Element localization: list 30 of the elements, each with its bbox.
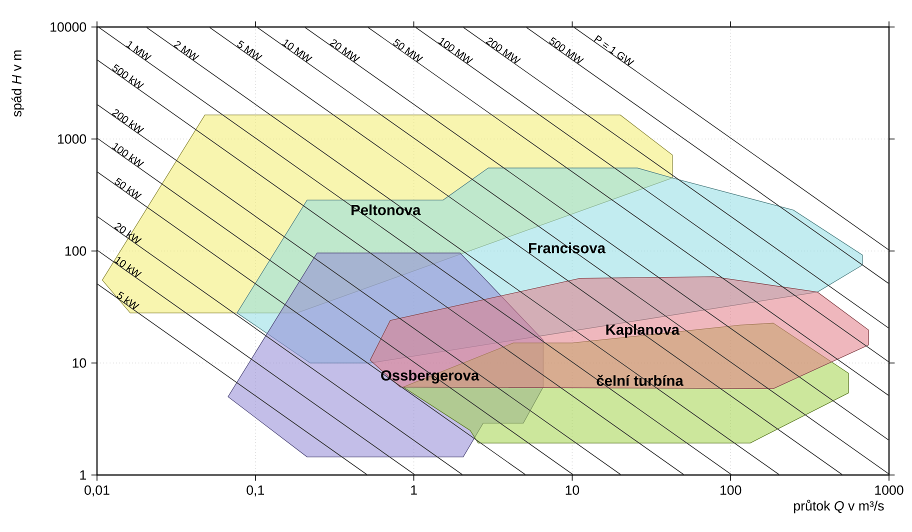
y-tick-label: 1: [80, 470, 86, 480]
y-tick-label: 100: [65, 246, 86, 256]
text: 200 kW: [112, 109, 144, 134]
text: 500 kW: [112, 64, 144, 89]
text: 500 MW: [549, 37, 584, 64]
x-tick-label: 1000: [875, 485, 904, 495]
x-tick-label: 0,01: [84, 485, 110, 496]
x-tick-label: 1: [411, 485, 417, 495]
text: 100 MW: [438, 38, 474, 64]
text: 200 MW: [486, 38, 521, 64]
text: 20 kW: [114, 222, 142, 244]
text: 100 kW: [112, 143, 144, 167]
y-tick-label: 10000: [50, 22, 86, 32]
text: 5 kW: [117, 291, 140, 310]
x-tick-label: 100: [720, 485, 742, 495]
y-tick-label: 1000: [58, 134, 86, 144]
x-axis-title: průtok Q v m³/s: [794, 500, 884, 514]
text: P = 1 GW: [594, 35, 634, 66]
text: 1 MW: [126, 42, 152, 60]
x-tick-label: 0,1: [246, 485, 264, 496]
y-axis-title: spád H v m: [11, 50, 24, 117]
text: 20 MW: [330, 39, 360, 62]
text: 10 MW: [282, 40, 312, 62]
text: 50 MW: [393, 38, 424, 62]
x-tick-label: 10: [566, 485, 580, 495]
text: 50 kW: [114, 178, 142, 199]
text: 2 MW: [174, 41, 200, 60]
y-tick-label: 10: [72, 358, 86, 368]
text: 10 kW: [114, 257, 142, 278]
text: 5 MW: [237, 40, 262, 60]
